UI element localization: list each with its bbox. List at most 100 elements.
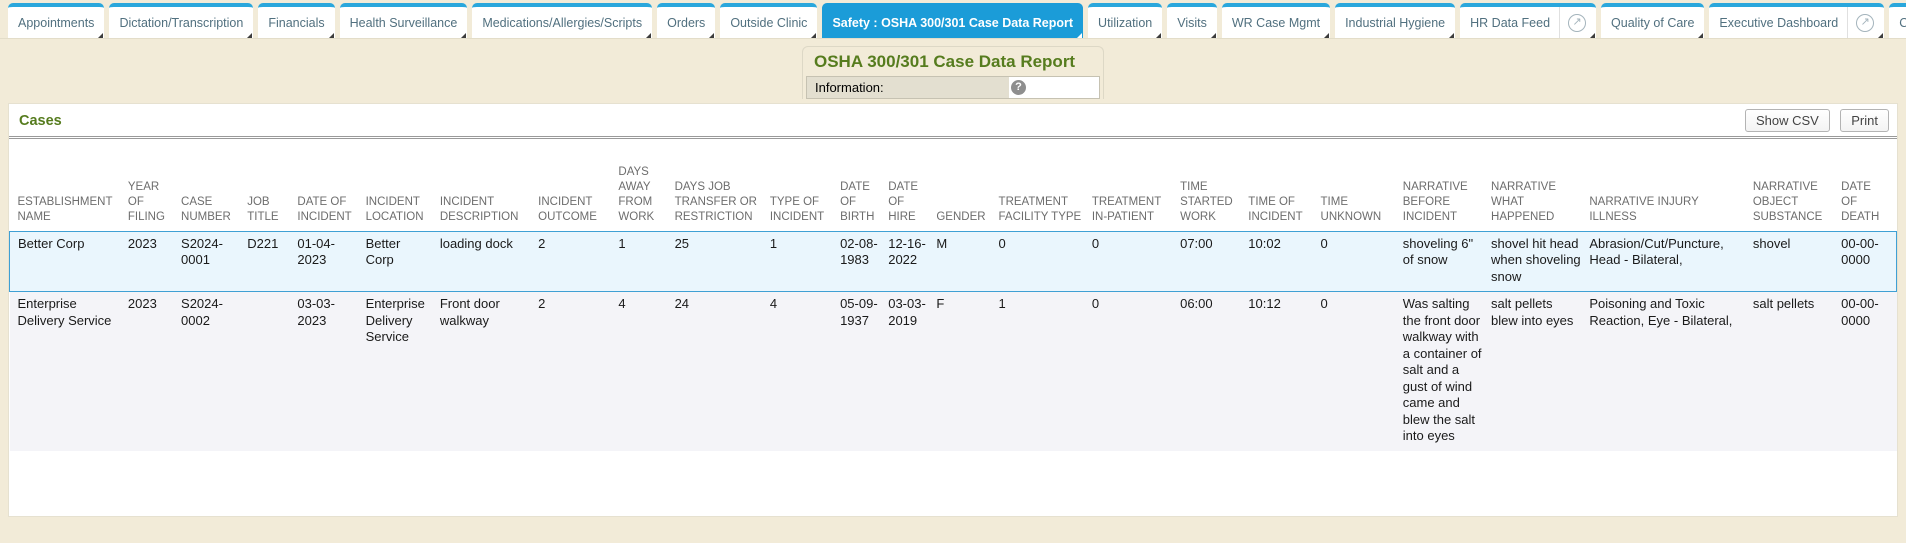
- table-row-2[interactable]: Enterprise Delivery Service 2023 S2024-000…: [9, 291, 1897, 451]
- tab-corner-icon: [328, 33, 334, 38]
- page-title: OSHA 300/301 Case Data Report: [814, 52, 1076, 71]
- cell: 10:12: [1248, 291, 1321, 451]
- cases-table-body: Better Corp 2023 S2024-0001 D221 01-04-2023 B…: [8, 230, 1898, 451]
- cases-panel-header: Cases Show CSV Print: [9, 104, 1897, 136]
- cell: 4: [618, 291, 675, 451]
- cell: 0: [1320, 230, 1403, 293]
- tab-corner-icon: [646, 33, 652, 38]
- cell: Enterprise Delivery Service: [9, 291, 128, 451]
- tab-medications-allergies-scripts[interactable]: Medications/Allergies/Scripts: [472, 3, 653, 38]
- table-row-1[interactable]: Better Corp 2023 S2024-0001 D221 01-04-2023 B…: [8, 230, 1898, 293]
- column-header-case-number: CASE NUMBER: [181, 195, 231, 223]
- tab-corner-icon: [1077, 33, 1083, 38]
- cell: 2023: [127, 230, 182, 293]
- information-bar: Information: ?: [806, 76, 1100, 99]
- cell: 0: [1320, 291, 1403, 451]
- table-top-rule: [9, 136, 1897, 139]
- cell: 02-08-1983: [840, 230, 889, 293]
- cell: 00-00-0000: [1841, 291, 1897, 451]
- help-icon[interactable]: ?: [1011, 80, 1026, 95]
- column-header-gender: GENDER: [936, 210, 986, 223]
- tab-financials[interactable]: Financials: [258, 3, 335, 38]
- report-title-box: OSHA 300/301 Case Data Report Informatio…: [802, 46, 1104, 99]
- tab-corner-icon: [1590, 33, 1596, 38]
- cell: Was salting the front door walkway with …: [1402, 291, 1492, 451]
- cell: 03-03-2023: [297, 291, 366, 451]
- external-link-icon[interactable]: ↗: [1856, 13, 1875, 32]
- tab-corner-icon: [1210, 33, 1216, 38]
- column-header-incident-description: INCIDENT DESCRIPTION: [439, 195, 519, 223]
- tab-utilization[interactable]: Utilization: [1088, 3, 1163, 38]
- cell: Enterprise Delivery Service: [365, 291, 440, 451]
- tab-hr-data-feed[interactable]: HR Data Feed ↗: [1460, 3, 1597, 38]
- tab-visits[interactable]: Visits: [1167, 3, 1217, 38]
- cases-panel: Cases Show CSV Print ESTABLISHMENT NAME Y…: [8, 103, 1898, 517]
- tab-label: Financials: [268, 15, 325, 30]
- cell: 2: [538, 230, 619, 293]
- cell: salt pellets: [1752, 291, 1842, 451]
- report-header: OSHA 300/301 Case Data Report Informatio…: [0, 46, 1906, 99]
- cell: 05-09-1937: [840, 291, 889, 451]
- column-header-year-of-filing: YEAR OF FILING: [127, 180, 165, 223]
- cell: 01-04-2023: [297, 230, 366, 293]
- column-header-date-of-hire: DATE OF HIRE: [888, 180, 919, 223]
- tab-label: Industrial Hygiene: [1345, 15, 1446, 30]
- tab-corner-icon: [98, 33, 104, 38]
- tab-orders[interactable]: Orders: [657, 3, 716, 38]
- tab-quality-of-care[interactable]: Quality of Care: [1601, 3, 1705, 38]
- cell: 03-03-2019: [888, 291, 937, 451]
- tab-appointments[interactable]: Appointments: [8, 3, 105, 38]
- tab-health-surveillance[interactable]: Health Surveillance: [339, 3, 468, 38]
- column-header-time-of-incident: TIME OF INCIDENT: [1248, 195, 1303, 223]
- cell: Poisoning and Toxic Reaction, Eye - Bila…: [1589, 291, 1753, 451]
- column-header-type-of-incident: TYPE OF INCIDENT: [769, 195, 825, 223]
- column-header-narrative-injury-illness: NARRATIVE INJURY ILLNESS: [1589, 195, 1699, 223]
- cell: loading dock: [439, 230, 539, 293]
- cell: 4: [769, 291, 841, 451]
- tab-label: C: [1899, 16, 1906, 30]
- tab-wr-case-mgmt[interactable]: WR Case Mgmt: [1221, 3, 1331, 38]
- information-value: ?: [1009, 77, 1099, 98]
- tab-safety-osha-300-301-case-data-report[interactable]: Safety : OSHA 300/301 Case Data Report: [822, 3, 1084, 38]
- cell: 00-00-0000: [1841, 230, 1898, 293]
- tab-corner-icon: [1324, 33, 1330, 38]
- column-header-incident-outcome: INCIDENT OUTCOME: [538, 195, 597, 223]
- column-header-narrative-before-incident: NARRATIVE BEFORE INCIDENT: [1402, 180, 1468, 223]
- cell: 1: [618, 230, 675, 293]
- cell: 1: [998, 291, 1092, 451]
- cell: D221: [247, 230, 298, 293]
- tab-executive-dashboard[interactable]: Executive Dashboard ↗: [1709, 3, 1885, 38]
- tab-label: Executive Dashboard: [1719, 15, 1839, 30]
- cell: shovel hit head when shoveling snow: [1491, 230, 1590, 293]
- cases-heading: Cases: [19, 112, 62, 129]
- cell: Front door walkway: [439, 291, 539, 451]
- tab-bar: Appointments Dictation/Transcription Finan…: [0, 0, 1906, 39]
- tab-corner-icon: [461, 33, 467, 38]
- tab-label: Quality of Care: [1611, 15, 1695, 30]
- tab-label: Orders: [667, 15, 706, 30]
- tab-c[interactable]: C: [1889, 3, 1906, 38]
- tab-dictation-transcription[interactable]: Dictation/Transcription: [109, 3, 254, 38]
- column-header-treatment-facility-type: TREATMENT FACILITY TYPE: [998, 195, 1082, 223]
- show-csv-button[interactable]: Show CSV: [1744, 109, 1830, 132]
- column-header-job-title: JOB TITLE: [247, 195, 279, 223]
- cell: 2023: [127, 291, 182, 451]
- external-link-icon[interactable]: ↗: [1568, 13, 1587, 32]
- cell: [247, 291, 298, 451]
- tab-label: WR Case Mgmt: [1231, 15, 1321, 30]
- print-button[interactable]: Print: [1840, 109, 1889, 132]
- cell: 2: [538, 291, 619, 451]
- tab-label: Appointments: [18, 15, 95, 30]
- tab-outside-clinic[interactable]: Outside Clinic: [720, 3, 818, 38]
- cell: Better Corp: [365, 230, 440, 293]
- tab-industrial-hygiene[interactable]: Industrial Hygiene: [1335, 3, 1456, 38]
- column-header-time-started-work: TIME STARTED WORK: [1180, 180, 1233, 223]
- cell: Abrasion/Cut/Puncture, Head - Bilateral,: [1589, 230, 1753, 293]
- tab-label: Dictation/Transcription: [119, 15, 244, 30]
- cell: S2024-0002: [181, 291, 248, 451]
- column-header-narrative-what-happened: NARRATIVE WHAT HAPPENED: [1491, 180, 1556, 223]
- cell: shoveling 6" of snow: [1402, 230, 1492, 293]
- tab-icon-section: ↗: [1559, 7, 1587, 38]
- tab-corner-icon: [1698, 33, 1704, 38]
- tab-label: Utilization: [1098, 15, 1153, 30]
